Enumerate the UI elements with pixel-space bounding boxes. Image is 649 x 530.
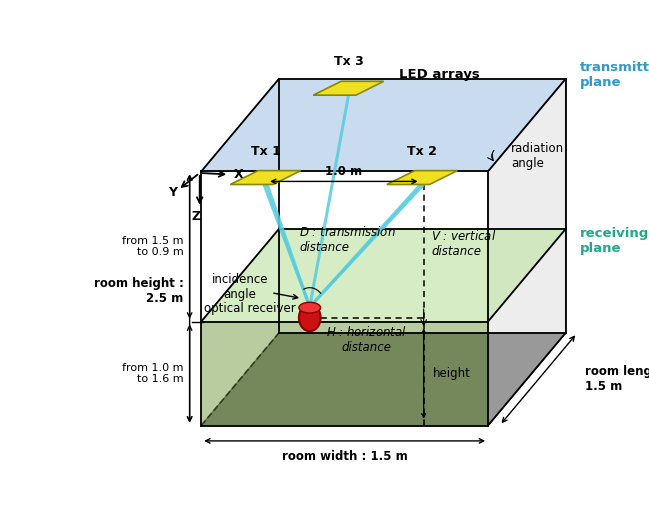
Ellipse shape bbox=[299, 304, 321, 331]
Text: height: height bbox=[433, 367, 471, 380]
Polygon shape bbox=[230, 171, 301, 184]
Text: $V$ : vertical
distance: $V$ : vertical distance bbox=[432, 229, 496, 258]
Text: 1.0 m: 1.0 m bbox=[325, 164, 362, 178]
Text: receiving
plane: receiving plane bbox=[580, 227, 649, 255]
Polygon shape bbox=[488, 79, 565, 426]
Polygon shape bbox=[387, 171, 458, 184]
Ellipse shape bbox=[299, 302, 321, 313]
Text: $D$ : transmission
distance: $D$ : transmission distance bbox=[299, 225, 396, 254]
Text: room height :
2.5 m: room height : 2.5 m bbox=[93, 277, 184, 305]
Text: room width : 1.5 m: room width : 1.5 m bbox=[282, 450, 408, 463]
Polygon shape bbox=[201, 322, 488, 426]
Text: Y: Y bbox=[168, 187, 177, 199]
Text: optical receiver: optical receiver bbox=[204, 302, 296, 315]
Text: Tx 1: Tx 1 bbox=[251, 145, 280, 157]
Text: from 1.0 m
to 1.6 m: from 1.0 m to 1.6 m bbox=[122, 363, 184, 384]
Text: LED arrays: LED arrays bbox=[399, 68, 480, 81]
Text: incidence
angle: incidence angle bbox=[212, 273, 298, 301]
Polygon shape bbox=[201, 79, 565, 171]
Text: Z: Z bbox=[191, 210, 201, 223]
Text: $H$ : horizontal
distance: $H$ : horizontal distance bbox=[326, 325, 407, 354]
Text: X: X bbox=[234, 168, 243, 181]
Text: room length :
1.5 m: room length : 1.5 m bbox=[585, 365, 649, 393]
Polygon shape bbox=[201, 333, 565, 426]
Text: radiation
angle: radiation angle bbox=[511, 142, 565, 170]
Text: Tx 3: Tx 3 bbox=[334, 55, 363, 68]
Polygon shape bbox=[201, 229, 565, 322]
Text: Tx 2: Tx 2 bbox=[407, 145, 437, 157]
Polygon shape bbox=[313, 81, 384, 95]
Text: transmitting
plane: transmitting plane bbox=[580, 61, 649, 89]
Text: from 1.5 m
to 0.9 m: from 1.5 m to 0.9 m bbox=[122, 236, 184, 257]
